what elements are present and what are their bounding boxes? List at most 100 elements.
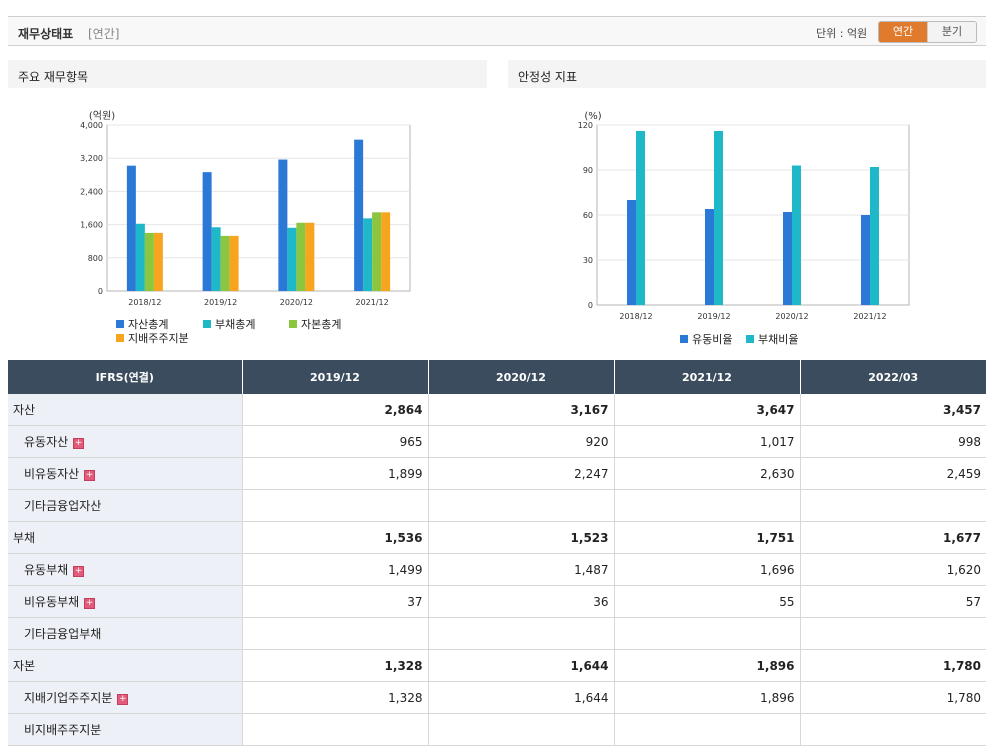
value-cell xyxy=(427,617,614,650)
value-cell: 965 xyxy=(241,425,428,458)
value-cell: 55 xyxy=(613,585,800,618)
expand-plus-icon[interactable]: + xyxy=(73,438,85,449)
x-tick-label: 2020/12 xyxy=(775,312,808,321)
bar xyxy=(229,235,239,291)
period-toggle: 연간 분기 xyxy=(878,21,977,43)
x-tick-label: 2018/12 xyxy=(619,312,652,321)
quarterly-toggle-button[interactable]: 분기 xyxy=(927,22,976,42)
column-header: 2021/12 xyxy=(613,360,800,394)
table-row: 비유동부채 +37 36 55 57 xyxy=(8,585,986,618)
row-label-cell: 유동자산 + xyxy=(8,425,242,458)
financial-items-panel-title: 주요 재무항목 xyxy=(8,60,487,88)
table-row: 유동자산 +965 920 1,017 998 xyxy=(8,425,986,458)
row-label: 지배기업주주지분 xyxy=(24,691,113,705)
value-cell: 57 xyxy=(799,585,986,618)
value-cell: 1,620 xyxy=(799,553,986,586)
table-row: 비유동자산 +1,899 2,247 2,630 2,459 xyxy=(8,457,986,490)
statement-title: 재무상태표 xyxy=(18,27,74,41)
legend-label: 지배주주지분 xyxy=(128,332,189,345)
legend-swatch xyxy=(746,335,754,343)
stability-chart: (%) 0 30 60 90 120 2018/12 2019/12 2020/12 2021/1… xyxy=(578,111,910,346)
x-tick-label: 2021/12 xyxy=(853,312,886,321)
row-label-cell: 부채 xyxy=(8,521,242,554)
row-label: 비유동자산 xyxy=(24,467,80,481)
y-tick-label: 90 xyxy=(583,166,593,175)
table-row: 지배기업주주지분 +1,328 1,644 1,896 1,780 xyxy=(8,681,986,714)
legend-swatch xyxy=(116,334,124,342)
legend-label: 자본총계 xyxy=(301,318,341,331)
bar xyxy=(135,223,145,291)
column-header: 2019/12 xyxy=(241,360,428,394)
value-cell xyxy=(241,713,428,746)
legend-label: 부채비율 xyxy=(758,333,798,346)
bar xyxy=(636,131,645,305)
annual-toggle-button[interactable]: 연간 xyxy=(879,22,927,42)
value-cell: 1,487 xyxy=(427,553,614,586)
row-label: 자산 xyxy=(13,403,36,417)
column-header: IFRS(연결) xyxy=(8,360,242,394)
value-cell: 1,899 xyxy=(241,457,428,490)
row-label-cell: 자산 xyxy=(8,394,242,426)
legend-swatch xyxy=(289,320,297,328)
value-cell: 1,780 xyxy=(799,649,986,682)
value-cell: 2,459 xyxy=(799,457,986,490)
row-label: 유동부채 xyxy=(24,563,69,577)
y-tick-label: 800 xyxy=(88,254,103,263)
y-tick-label: 3,200 xyxy=(80,154,103,163)
row-label: 비유동부채 xyxy=(24,595,80,609)
row-label-cell: 비유동부채 + xyxy=(8,585,242,618)
bar xyxy=(381,212,391,291)
bar xyxy=(153,232,163,291)
table-row: 자본 1,328 1,644 1,896 1,780 xyxy=(8,649,986,682)
value-cell xyxy=(613,617,800,650)
x-tick-label: 2020/12 xyxy=(280,298,313,307)
y-tick-label: 1,600 xyxy=(80,221,103,230)
row-label: 비지배주주지분 xyxy=(24,723,102,737)
table-row: 비지배주주지분 xyxy=(8,713,986,746)
bar xyxy=(287,227,297,291)
table-row: 자산 2,864 3,167 3,647 3,457 xyxy=(8,394,986,426)
value-cell: 3,167 xyxy=(427,394,614,426)
value-cell: 1,536 xyxy=(241,521,428,554)
value-cell: 1,499 xyxy=(241,553,428,586)
legend-swatch xyxy=(203,320,211,328)
expand-plus-icon[interactable]: + xyxy=(73,566,85,577)
bar xyxy=(783,212,792,305)
value-cell: 1,328 xyxy=(241,681,428,714)
value-cell: 36 xyxy=(427,585,614,618)
expand-plus-icon[interactable]: + xyxy=(84,470,96,481)
balance-sheet-table: IFRS(연결) 2019/12 2020/12 2021/12 2022/03… xyxy=(8,360,986,746)
bar xyxy=(144,232,154,291)
value-cell: 37 xyxy=(241,585,428,618)
value-cell xyxy=(427,713,614,746)
value-cell: 2,247 xyxy=(427,457,614,490)
bar xyxy=(861,215,870,305)
row-label-cell: 기타금융업자산 xyxy=(8,489,242,522)
value-cell xyxy=(799,489,986,522)
bar xyxy=(363,218,373,291)
value-cell: 1,644 xyxy=(427,681,614,714)
value-cell xyxy=(613,713,800,746)
legend-label: 부채총계 xyxy=(215,318,255,331)
table-row: 기타금융업부채 xyxy=(8,617,986,650)
expand-plus-icon[interactable]: + xyxy=(84,598,96,609)
x-tick-label: 2019/12 xyxy=(204,298,237,307)
value-cell: 1,523 xyxy=(427,521,614,554)
legend-swatch xyxy=(680,335,688,343)
value-cell xyxy=(799,713,986,746)
period-note: [연간] xyxy=(88,27,120,41)
bar xyxy=(792,165,801,305)
row-label-cell: 자본 xyxy=(8,649,242,682)
bar xyxy=(296,222,306,291)
bar xyxy=(278,159,288,291)
expand-plus-icon[interactable]: + xyxy=(117,694,129,705)
value-cell: 1,696 xyxy=(613,553,800,586)
row-label: 자본 xyxy=(13,659,36,673)
value-cell: 1,780 xyxy=(799,681,986,714)
table-row: 부채 1,536 1,523 1,751 1,677 xyxy=(8,521,986,554)
bar xyxy=(220,235,230,291)
bar xyxy=(354,139,364,291)
bar xyxy=(714,131,723,305)
y-tick-label: 0 xyxy=(588,301,593,310)
stability-panel-title: 안정성 지표 xyxy=(508,60,986,88)
